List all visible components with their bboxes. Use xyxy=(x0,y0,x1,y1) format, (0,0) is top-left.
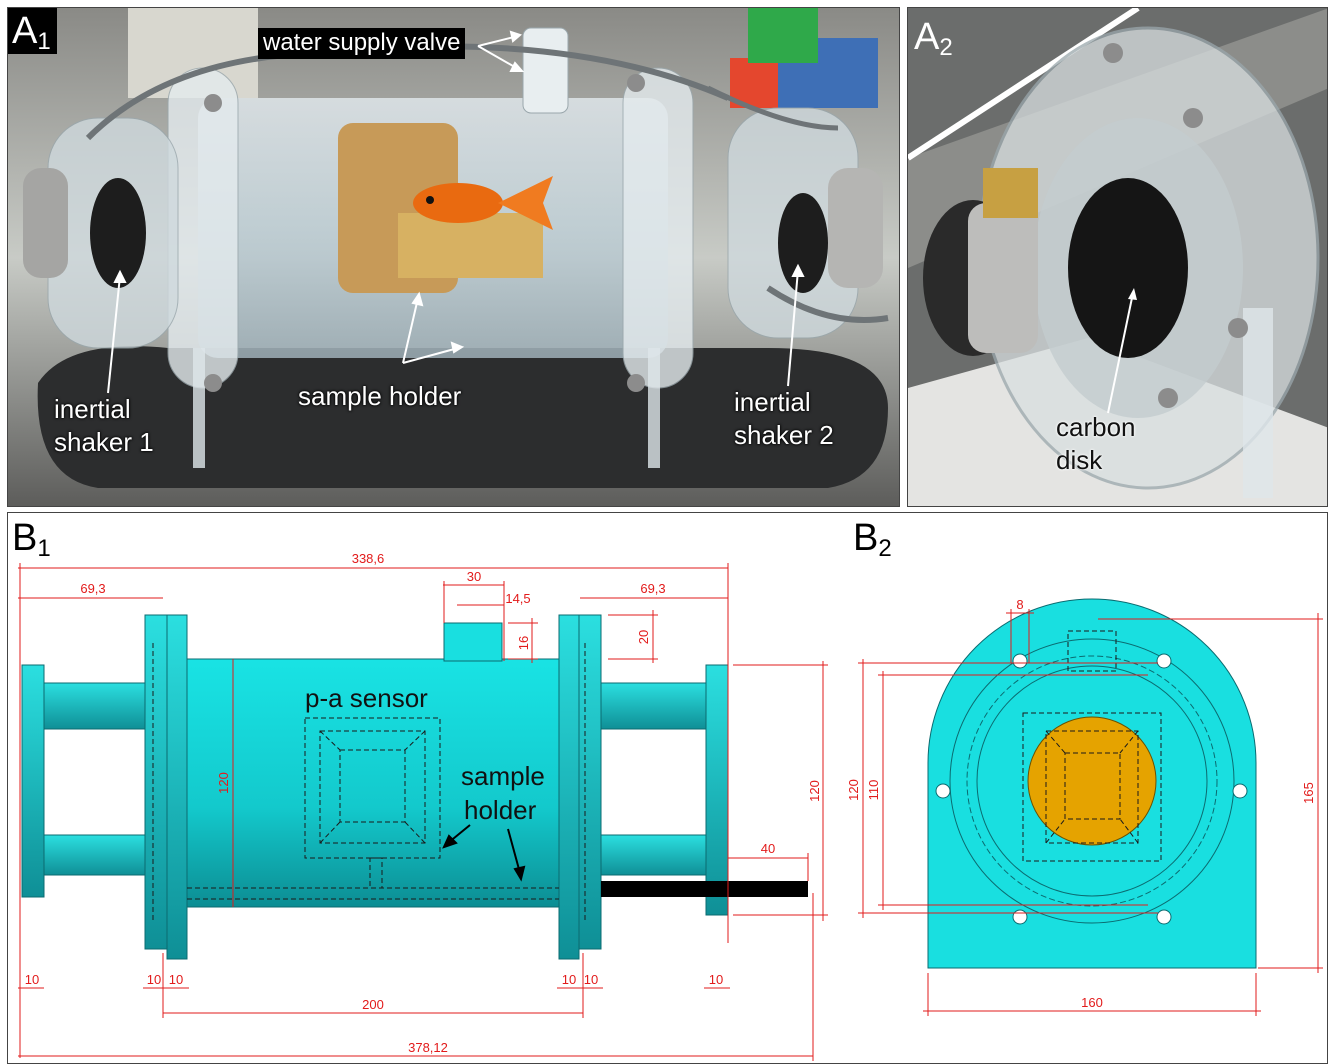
dim-diameter-120: 120 xyxy=(846,779,861,801)
panel-letter-b2-sub: 2 xyxy=(878,535,892,562)
dim-height-165: 165 xyxy=(1301,782,1316,804)
b1-side-view: 338,6 69,3 69,3 30 14,5 16 20 120 120 40… xyxy=(18,551,828,1061)
dim-diameter-110: 110 xyxy=(866,780,881,801)
panel-letter-a1-sub: 1 xyxy=(37,28,51,55)
panel-letter-a2-sub: 2 xyxy=(939,34,953,61)
panel-a1-photo: A1 water supply valve inertial shaker 1 … xyxy=(7,7,900,507)
panel-letter-a1: A1 xyxy=(8,8,57,54)
panel-letter-b2-main: B xyxy=(853,517,879,559)
valve-label: water supply valve xyxy=(258,28,466,59)
dim-valve-height-20: 20 xyxy=(636,630,651,644)
carbon-disk-label: carbon disk xyxy=(1056,411,1136,476)
technical-drawing-b: 338,6 69,3 69,3 30 14,5 16 20 120 120 40… xyxy=(18,551,1323,1061)
shaker-1-label: inertial shaker 1 xyxy=(54,393,154,458)
panel-letter-b2: B2 xyxy=(853,519,892,561)
panel-letter-a2-main: A xyxy=(914,16,940,58)
shaker-2-label: inertial shaker 2 xyxy=(734,386,834,451)
dim-thickness-2: 10 xyxy=(147,972,161,987)
panel-letter-a1-main: A xyxy=(12,10,38,52)
panel-letter-b1: B1 xyxy=(12,519,51,561)
sample-holder-drawing-label-1: sample xyxy=(461,761,545,791)
dim-thickness-4: 10 xyxy=(562,972,576,987)
carbon-disk-photo xyxy=(908,8,1327,506)
dim-width-160: 160 xyxy=(1081,995,1103,1010)
dim-valve-half: 14,5 xyxy=(505,591,530,606)
sample-holder-drawing-label-2: holder xyxy=(464,795,537,825)
shaker-2-label-line1: inertial xyxy=(734,387,811,417)
sample-holder-label: sample holder xyxy=(298,381,462,411)
dim-hole-size: 8 xyxy=(1016,597,1023,612)
shaker-1-label-line1: inertial xyxy=(54,394,131,424)
dim-total-bottom: 378,12 xyxy=(408,1040,448,1055)
dim-valve-width: 30 xyxy=(467,569,481,584)
dim-right-flange: 69,3 xyxy=(640,581,665,596)
panel-b-drawings: B1 B2 xyxy=(7,512,1328,1064)
carbon-disk-label-line1: carbon xyxy=(1056,412,1136,442)
b2-front-view: 8 120 110 165 160 xyxy=(846,597,1323,1016)
shaker-2-label-line2: shaker 2 xyxy=(734,419,834,450)
dim-right-height: 120 xyxy=(807,780,822,802)
dim-total-top: 338,6 xyxy=(352,551,385,566)
dim-thickness-3: 10 xyxy=(169,972,183,987)
carbon-disk-label-line2: disk xyxy=(1056,444,1103,475)
dim-thickness-1: 10 xyxy=(25,972,39,987)
panel-a2-photo: A2 carbon disk xyxy=(907,7,1328,507)
panel-letter-b1-main: B xyxy=(12,517,38,559)
dim-thickness-6: 10 xyxy=(709,972,723,987)
panel-letter-b1-sub: 1 xyxy=(37,535,51,562)
pa-sensor-label: p-a sensor xyxy=(305,683,428,713)
dim-body-height: 120 xyxy=(216,772,231,794)
shaker-chamber-photo xyxy=(8,8,899,506)
dim-left-flange: 69,3 xyxy=(80,581,105,596)
dim-body-length: 200 xyxy=(362,997,384,1012)
valve-label-text: water supply valve xyxy=(263,29,461,56)
dim-valve-height-16: 16 xyxy=(516,636,531,650)
dim-rod-length: 40 xyxy=(761,841,775,856)
panel-letter-a2: A2 xyxy=(914,18,953,60)
dim-thickness-5: 10 xyxy=(584,972,598,987)
shaker-1-label-line2: shaker 1 xyxy=(54,426,154,457)
